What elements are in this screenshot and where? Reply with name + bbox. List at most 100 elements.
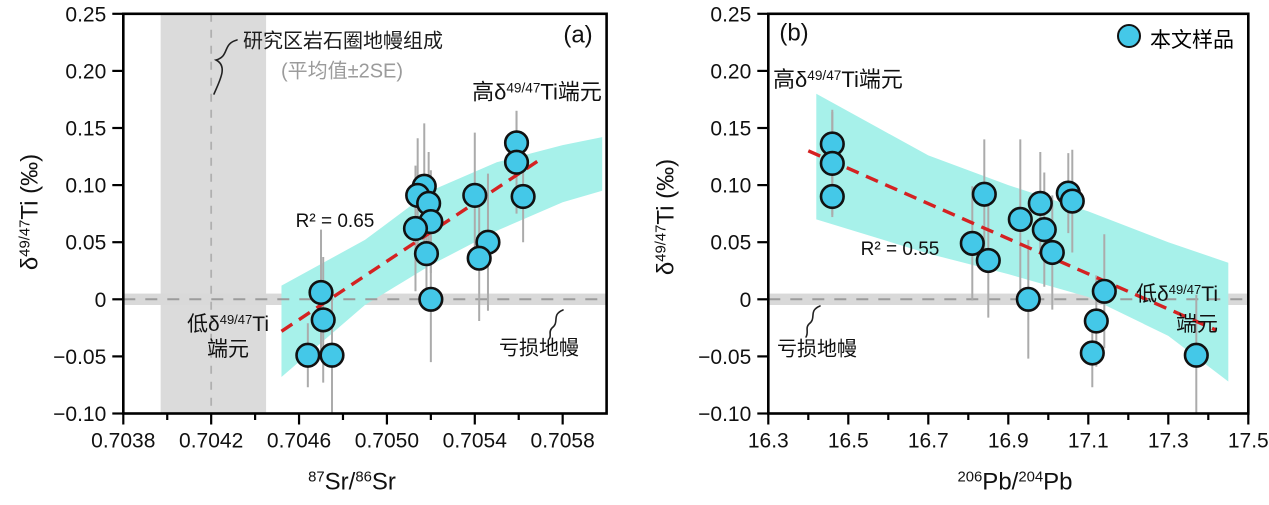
depleted-mantle-label-b: 亏损地幔 (777, 338, 857, 361)
data-point (1083, 308, 1109, 334)
x-tick-label: 16.9 (988, 430, 1029, 453)
x-tick-label: 17.5 (1228, 430, 1269, 453)
x-title-b-post: Pb (1043, 468, 1073, 496)
data-point (418, 286, 444, 312)
lithospheric-mantle-note-sub: (平均值±2SE) (280, 60, 404, 83)
r-squared-a: R² = 0.65 (295, 211, 375, 233)
x-tick-label: 0.7054 (443, 430, 508, 453)
x-title-a-mid: Sr/ (324, 468, 356, 496)
data-point (462, 182, 488, 208)
x-tick-label: 16.5 (828, 430, 869, 453)
y-tick-label: −0.10 (698, 403, 751, 426)
depleted-mantle-squiggle-a (548, 309, 564, 340)
low-endmember-a-post: Ti (252, 313, 269, 336)
high-endmember-a-pre: 高δ (472, 79, 507, 105)
panel-b: 16.3 16.5 16.7 16.9 17.1 17.3 17.5 0.25 0.20 0.15… (698, 3, 1269, 452)
x-tick-label: 16.7 (908, 430, 949, 453)
y-tick-label: 0.25 (710, 3, 751, 26)
data-point (1039, 239, 1065, 266)
panel-label-a: (a) (563, 21, 593, 49)
data-point (975, 247, 1001, 274)
high-endmember-a-post: Ti端元 (540, 79, 602, 105)
x-tick-label: 0.7042 (179, 430, 243, 453)
data-point (1059, 188, 1085, 214)
data-point (819, 183, 845, 210)
x-title-b-sup1: 206 (957, 469, 983, 486)
x-title-b-sup2: 204 (1018, 469, 1044, 486)
mantle-note-squiggle (213, 39, 238, 95)
x-tick-label: 17.1 (1068, 430, 1109, 453)
y-title-b-pre: δ (652, 261, 680, 276)
y-tick-label: 0 (740, 289, 752, 312)
data-point (466, 245, 492, 271)
y-tick-label: 0.15 (65, 118, 106, 141)
depleted-mantle-squiggle-b (805, 305, 821, 338)
high-endmember-b-pre: 高δ (773, 67, 808, 92)
x-tick-label: 16.3 (748, 430, 789, 453)
low-endmember-a-sup: 49/47 (219, 311, 253, 327)
x-title-a-sup1: 87 (308, 469, 325, 486)
low-endmember-b-post: Ti (1201, 283, 1218, 306)
data-point (1027, 190, 1053, 216)
data-point (1015, 286, 1041, 312)
low-endmember-label-b: 低δ49/47Ti 端元 (1100, 281, 1218, 339)
y-tick-label: 0.20 (710, 60, 751, 83)
y-title-a-post: Ti (‰) (16, 153, 44, 220)
x-tick-label: 0.7038 (91, 430, 155, 453)
low-endmember-b-line2: 端元 (1176, 313, 1218, 336)
y-axis-title-a: δ49/47Ti (‰) (16, 153, 44, 271)
data-point (295, 342, 321, 368)
y-tick-label: 0.15 (710, 118, 751, 141)
x-tick-label: 0.7058 (531, 430, 595, 453)
high-endmember-label-b: 高δ49/47Ti端元 (773, 68, 903, 91)
y-tick-label: 0.25 (65, 3, 106, 26)
data-point (510, 183, 536, 210)
high-endmember-label-a: 高δ49/47Ti端元 (472, 80, 602, 103)
data-point (1079, 340, 1105, 366)
x-tick-label: 0.7046 (267, 430, 331, 453)
trend-line (807, 149, 1217, 332)
data-point (1183, 342, 1209, 368)
low-endmember-b-sup: 49/47 (1168, 281, 1202, 297)
y-tick-label: 0.05 (65, 232, 106, 255)
y-tick-label: 0.05 (710, 232, 751, 255)
data-point (819, 150, 845, 177)
high-endmember-a-sup: 49/47 (506, 79, 541, 95)
x-axis-title-a: 87Sr/86Sr (308, 469, 396, 494)
legend-sample-marker (1117, 24, 1141, 48)
x-title-a-post: Sr (371, 468, 396, 496)
data-point (1007, 206, 1033, 232)
data-point (959, 230, 985, 256)
data-point (402, 215, 429, 242)
legend-sample-label: 本文样品 (1150, 29, 1234, 52)
x-axis-title-b: 206Pb/204Pb (957, 469, 1072, 494)
low-endmember-b-pre: 低δ (1136, 283, 1169, 306)
panel-a: 0.7038 0.7042 0.7046 0.7050 0.7054 0.7058 0.25… (53, 3, 608, 453)
y-title-a-pre: δ (16, 256, 44, 271)
data-point (971, 181, 997, 207)
depleted-mantle-band (768, 293, 1249, 306)
data-point (1031, 217, 1057, 243)
x-tick-label: 17.3 (1148, 430, 1189, 453)
low-endmember-a-pre: 低δ (187, 313, 220, 336)
data-point (319, 342, 345, 368)
y-tick-label: 0.20 (65, 60, 106, 83)
lithospheric-mantle-note: 研究区岩石圈地幔组成 (243, 30, 443, 53)
data-point (503, 149, 530, 175)
high-endmember-b-sup: 49/47 (807, 67, 842, 83)
y-tick-label: 0.10 (710, 175, 751, 198)
low-endmember-label-a: 低δ49/47Ti 端元 (187, 311, 269, 361)
y-title-b-sup: 49/47 (653, 224, 670, 262)
y-axis-title-b: δ49/47Ti (‰) (652, 158, 680, 276)
y-tick-label: 0.10 (65, 175, 106, 198)
high-endmember-b-post: Ti端元 (841, 67, 903, 92)
y-title-b-post: Ti (‰) (652, 158, 680, 225)
y-tick-label: 0 (95, 289, 107, 312)
data-point (310, 307, 336, 333)
x-title-b-mid: Pb/ (982, 468, 1019, 496)
y-tick-label: −0.05 (698, 346, 751, 369)
lithospheric-mantle-band (160, 13, 267, 414)
